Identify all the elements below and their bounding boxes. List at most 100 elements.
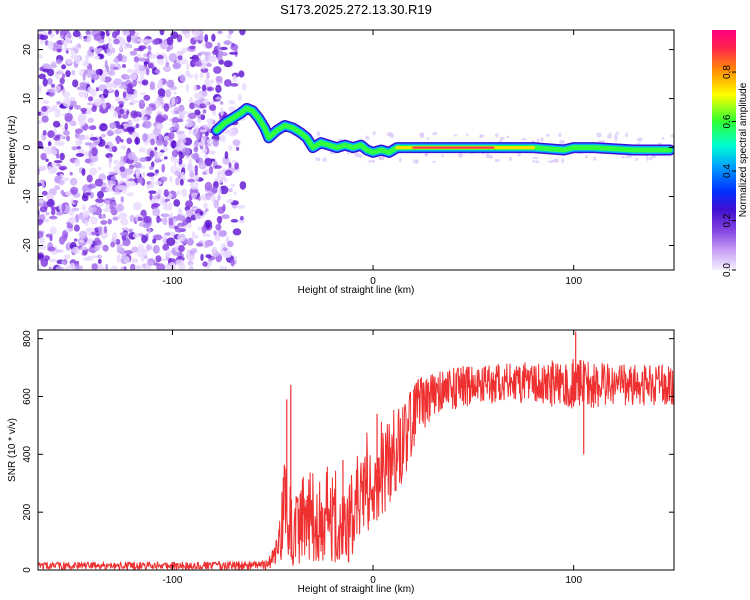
noise-blob	[179, 74, 186, 83]
noise-blob	[224, 265, 228, 270]
noise-blob	[193, 152, 199, 162]
noise-blob	[140, 75, 145, 81]
noise-blob	[121, 234, 126, 241]
noise-blob	[177, 222, 186, 227]
noise-blob	[40, 152, 47, 161]
noise-blob	[232, 74, 237, 83]
noise-blob	[104, 59, 108, 69]
noise-blob	[41, 115, 49, 123]
noise-blob	[156, 217, 163, 223]
noise-blob	[219, 135, 226, 143]
noise-blob	[168, 218, 174, 226]
noise-blob	[649, 156, 653, 161]
noise-blob	[156, 58, 165, 65]
snr-xlabel: Height of straight line (km)	[298, 584, 415, 595]
noise-blob	[142, 116, 148, 121]
noise-blob	[231, 159, 238, 164]
noise-blob	[125, 43, 130, 48]
noise-blob	[177, 208, 183, 216]
noise-blob	[108, 30, 113, 34]
y-tick-label: -10	[22, 189, 33, 204]
noise-blob	[114, 128, 122, 135]
noise-blob	[166, 36, 174, 46]
noise-blob	[105, 82, 112, 88]
noise-blob	[199, 129, 208, 133]
noise-blob	[170, 140, 177, 149]
noise-blob	[126, 137, 133, 145]
noise-blob	[378, 155, 385, 161]
noise-blob	[121, 114, 129, 119]
noise-blob	[38, 73, 46, 80]
noise-blob	[165, 61, 170, 68]
noise-blob	[205, 208, 209, 212]
noise-blob	[84, 142, 92, 146]
noise-blob	[75, 263, 80, 270]
noise-blob	[193, 92, 203, 100]
noise-blob	[204, 98, 210, 107]
noise-blob	[485, 153, 490, 159]
noise-blob	[79, 265, 83, 270]
noise-blob	[77, 43, 81, 48]
noise-blob	[81, 207, 86, 211]
noise-blob	[94, 178, 103, 187]
noise-blob	[38, 182, 42, 187]
noise-blob	[129, 181, 137, 187]
noise-blob	[206, 118, 214, 124]
noise-blob	[85, 30, 91, 35]
noise-blob	[149, 181, 155, 189]
noise-blob	[194, 72, 199, 80]
noise-blob	[160, 176, 168, 182]
noise-blob	[536, 138, 540, 144]
noise-blob	[38, 120, 43, 125]
noise-blob	[202, 233, 211, 237]
noise-blob	[64, 112, 73, 122]
noise-blob	[50, 208, 56, 216]
noise-blob	[133, 202, 142, 211]
noise-blob	[200, 114, 206, 121]
noise-blob	[91, 231, 99, 236]
noise-blob	[39, 236, 45, 245]
noise-blob	[111, 145, 118, 153]
noise-blob	[162, 65, 172, 72]
noise-blob	[189, 170, 195, 178]
noise-blob	[38, 54, 44, 59]
noise-blob	[79, 246, 88, 251]
noise-blob	[187, 222, 192, 229]
noise-blob	[192, 56, 200, 63]
noise-blob	[184, 33, 191, 39]
noise-blob	[38, 199, 44, 204]
noise-blob	[108, 156, 113, 163]
noise-blob	[213, 66, 222, 74]
x-tick-label: 100	[565, 575, 582, 586]
noise-blob	[201, 225, 207, 234]
noise-blob	[155, 114, 165, 124]
noise-blob	[162, 243, 170, 251]
noise-blob	[69, 171, 73, 176]
noise-blob	[62, 47, 71, 51]
noise-blob	[186, 119, 193, 122]
snr-ylabel: SNR (10 * v/v)	[7, 418, 18, 482]
noise-blob	[162, 213, 171, 218]
noise-blob	[217, 194, 221, 201]
noise-blob	[71, 207, 80, 212]
noise-blob	[453, 134, 458, 137]
noise-blob	[199, 72, 204, 78]
noise-blob	[87, 49, 92, 57]
noise-blob	[95, 198, 105, 203]
noise-blob	[61, 260, 66, 265]
noise-blob	[47, 198, 55, 208]
noise-blob	[97, 258, 102, 264]
noise-blob	[47, 68, 55, 77]
noise-blob	[56, 163, 61, 167]
noise-blob	[415, 159, 418, 164]
noise-blob	[432, 160, 436, 163]
noise-blob	[646, 156, 649, 161]
noise-blob	[201, 147, 208, 154]
noise-blob	[226, 198, 234, 204]
noise-blob	[126, 68, 133, 73]
noise-blob	[176, 190, 181, 196]
noise-blob	[670, 134, 674, 138]
noise-blob	[168, 131, 175, 140]
noise-blob	[135, 123, 140, 129]
noise-blob	[108, 171, 115, 175]
